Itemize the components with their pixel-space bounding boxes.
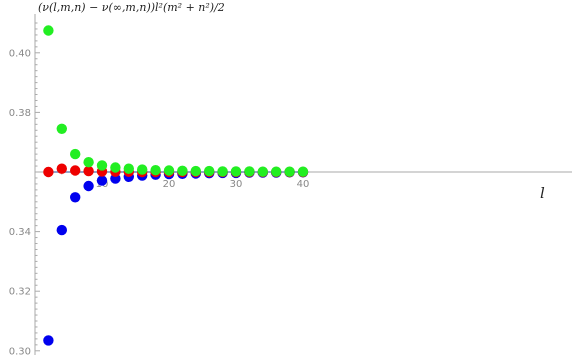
y-tick-label: 0.40 [9,48,31,59]
data-point-series-3 [123,163,134,174]
y-tick-label: 0.38 [9,108,31,119]
data-point-series-3 [43,25,54,36]
data-point-series-3 [297,166,309,177]
x-tick-label: 40 [297,179,310,190]
data-point-series-2 [56,163,67,174]
data-point-series-3 [163,165,175,176]
x-tick-label: 20 [163,179,176,190]
data-point-series-3 [83,157,94,168]
data-point-series-3 [177,165,188,176]
data-point-series-3 [204,165,215,177]
data-point-series-3 [137,164,148,175]
data-point-series-3 [257,166,268,177]
data-point-series-1 [96,175,108,186]
data-point-series-3 [284,166,295,177]
ticks: 0.300.320.340.380.4010203040 [9,22,310,357]
data-point-series-3 [271,166,282,177]
data-point-series-3 [190,165,201,177]
y-tick-label: 0.32 [9,287,31,298]
data-point-series-3 [70,148,81,160]
data-point-series-3 [230,166,242,177]
data-point-series-2 [83,165,94,177]
y-tick-label: 0.30 [9,346,31,357]
data-point-series-1 [83,180,94,192]
x-axis-title: l [540,184,545,202]
y-tick-label: 0.34 [9,227,31,238]
data-point-series-1 [43,335,54,346]
data-point-series-1 [56,224,67,236]
data-point-series-3 [56,123,67,134]
data-point-series-1 [70,192,81,203]
data-point-series-2 [43,166,54,178]
data-point-series-2 [70,165,81,176]
data-point-series-3 [110,162,121,173]
data-point-series-3 [150,165,161,176]
data-point-series-3 [217,166,228,177]
x-tick-label: 30 [230,179,243,190]
data-point-series-3 [244,166,255,177]
y-axis-title: (ν(l,m,n) − ν(∞,m,n))l²(m² + n²)/2 [38,1,225,14]
data-point-series-3 [96,160,108,171]
data-points [43,25,309,346]
